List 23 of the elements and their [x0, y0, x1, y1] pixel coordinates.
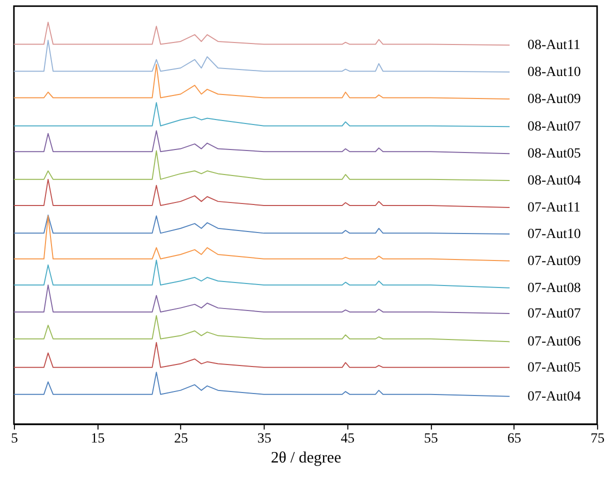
x-tick-label: 35	[257, 431, 272, 446]
series-label: 08-Aut09	[528, 92, 581, 107]
series-label: 07-Aut06	[528, 334, 581, 350]
x-axis-title: 2θ / degree	[270, 449, 342, 466]
series-label: 07-Aut04	[528, 389, 581, 404]
series-label: 08-Aut10	[528, 65, 581, 80]
series-label: 08-Aut07	[528, 120, 581, 135]
x-tick-label: 15	[90, 431, 105, 446]
x-tick-label: 55	[424, 431, 438, 446]
x-tick-label: 45	[340, 431, 355, 446]
series-label: 07-Aut09	[528, 254, 581, 269]
x-tick-label: 25	[174, 431, 188, 446]
series-label: 07-Aut10	[528, 226, 581, 242]
series-label: 08-Aut05	[528, 146, 581, 162]
series-label: 07-Aut11	[528, 200, 580, 216]
series-label: 08-Aut04	[528, 174, 581, 189]
series-label: 07-Aut08	[528, 280, 581, 296]
x-tick-label: 75	[590, 431, 605, 446]
x-tick-label: 65	[507, 431, 522, 446]
series-label: 07-Aut05	[528, 360, 581, 376]
series-label: 07-Aut07	[528, 306, 581, 322]
series-label: 08-Aut11	[528, 38, 580, 54]
x-tick-label: 5	[10, 431, 18, 446]
